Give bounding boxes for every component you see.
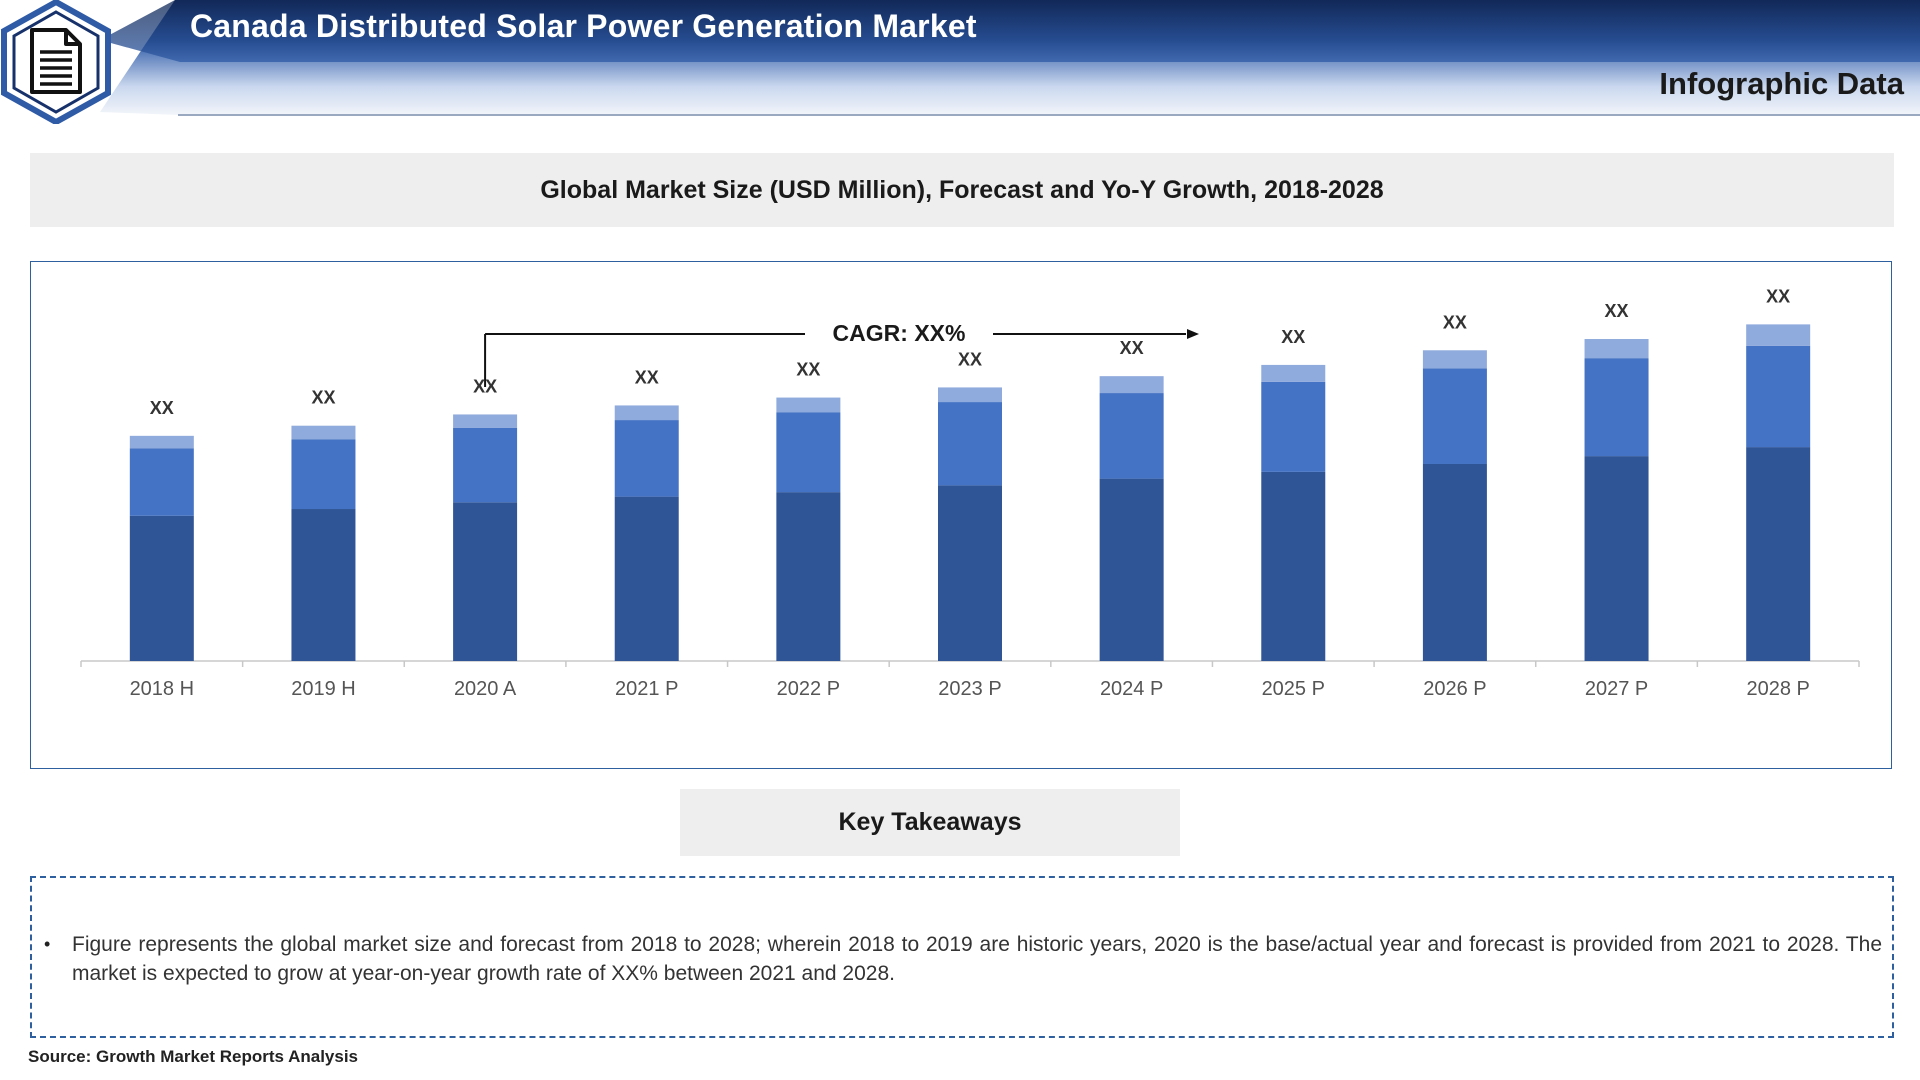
bar-segment [453, 502, 518, 661]
bar-segment [1584, 339, 1649, 359]
bar-segment [1422, 368, 1487, 464]
chart-title-bar: Global Market Size (USD Million), Foreca… [30, 153, 1894, 227]
arrow-right-icon [1187, 329, 1199, 339]
data-label: XX [635, 367, 659, 387]
data-label: XX [796, 360, 820, 380]
x-tick-label: 2025 P [1262, 678, 1325, 700]
cagr-label: CAGR: XX% [833, 320, 966, 346]
key-takeaways-header: Key Takeaways [680, 789, 1180, 856]
x-tick-label: 2026 P [1423, 678, 1486, 700]
bar-segment [1099, 478, 1164, 661]
bar-segment [614, 420, 679, 497]
bar-segment [776, 397, 841, 413]
bar-segment [776, 412, 841, 493]
bar-segment [938, 387, 1002, 403]
bar-segment [291, 509, 356, 661]
x-tick-label: 2020 A [454, 678, 517, 700]
data-label: XX [1443, 312, 1467, 332]
bar-segment [1261, 381, 1326, 472]
bar-chart: XX 2018 H XX 2019 H XX 2020 A XX 2021 P XX 2022 P… [80, 286, 1860, 700]
banner-shape [100, 0, 1920, 116]
data-label: XX [1120, 338, 1144, 358]
bar-segment [129, 515, 194, 661]
data-label: XX [311, 388, 335, 408]
chart-title: Global Market Size (USD Million), Foreca… [540, 175, 1384, 204]
bar-segment [938, 485, 1002, 661]
bar-segment [1099, 376, 1164, 394]
data-label: XX [958, 349, 982, 369]
bar-segment [1746, 345, 1811, 448]
x-tick-label: 2024 P [1100, 678, 1163, 700]
key-takeaways-title: Key Takeaways [838, 808, 1022, 836]
bar-segment [1422, 350, 1487, 369]
key-takeaways-text: Figure represents the global market size… [72, 933, 1882, 985]
data-label: XX [1766, 286, 1790, 306]
data-label: XX [1281, 327, 1305, 347]
x-tick-label: 2018 H [130, 678, 195, 700]
bar-segment [129, 435, 194, 449]
bar-segment [453, 427, 518, 503]
bar-segment [1099, 393, 1164, 479]
bar-segment [291, 439, 356, 510]
bar-segment [614, 405, 679, 421]
x-tick-label: 2028 P [1746, 678, 1809, 700]
document-icon [0, 0, 111, 124]
bar-segment [1584, 456, 1649, 661]
page-title: Canada Distributed Solar Power Generatio… [190, 8, 977, 44]
bar-segment [1584, 358, 1649, 457]
source-note: Source: Growth Market Reports Analysis [28, 1047, 359, 1066]
data-label: XX [1605, 301, 1629, 321]
bar-segment [129, 448, 194, 516]
bar-segment [614, 496, 679, 661]
bar-segment [1746, 447, 1811, 661]
bar-segment [453, 414, 518, 428]
bar-segment [1422, 463, 1487, 661]
page-subtitle: Infographic Data [1659, 66, 1904, 101]
x-tick-label: 2021 P [615, 678, 678, 700]
key-takeaways-box: • Figure represents the global market si… [30, 876, 1894, 1038]
header-banner: Canada Distributed Solar Power Generatio… [0, 0, 1920, 124]
bar-segment [291, 425, 356, 440]
bar-segment [1261, 364, 1326, 382]
x-tick-label: 2019 H [291, 678, 356, 700]
bar-segment [1746, 324, 1811, 346]
bar-segment [1261, 471, 1326, 661]
data-label: XX [150, 398, 174, 418]
chart-frame: XX 2018 H XX 2019 H XX 2020 A XX 2021 P XX 2022 P… [30, 261, 1892, 769]
bar-segment [938, 402, 1002, 486]
x-tick-label: 2023 P [938, 678, 1001, 700]
bullet-icon: • [44, 934, 51, 954]
x-tick-label: 2027 P [1585, 678, 1648, 700]
bar-segment [776, 492, 841, 661]
x-tick-label: 2022 P [777, 678, 840, 700]
